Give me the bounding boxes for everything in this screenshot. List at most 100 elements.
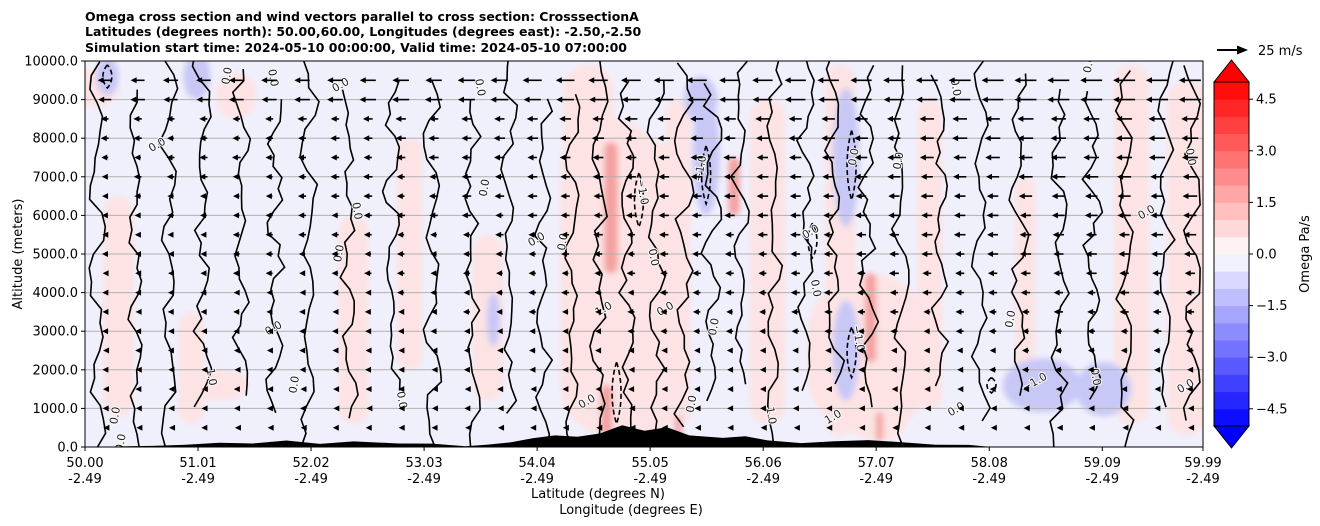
wind-vector-head (725, 270, 732, 277)
wind-vector-head (889, 251, 896, 257)
wind-vector-head (496, 328, 503, 335)
wind-vector-head (1055, 386, 1062, 393)
wind-vector-head (562, 386, 569, 393)
wind-vector-head (201, 366, 208, 373)
wind-vector-head (495, 289, 502, 296)
negative-omega-region (96, 61, 119, 96)
contour-label: 0.0 (265, 68, 281, 87)
wind-vector-head (627, 289, 634, 296)
wind-vector-arrow (595, 366, 602, 373)
wind-vector-arrow (785, 96, 806, 103)
wind-vector-head (135, 270, 142, 277)
colorbar-level-band (1214, 133, 1249, 152)
wind-vector-head (1150, 231, 1157, 238)
wind-vector-arrow (888, 231, 900, 238)
wind-vector-arrow (1152, 270, 1162, 277)
wind-vector-head (428, 135, 435, 142)
wind-vector-arrow (233, 386, 240, 393)
colorbar-level-band (1214, 185, 1249, 203)
wind-vector-arrow (1019, 212, 1031, 219)
wind-vector-arrow (595, 308, 602, 315)
wind-vector-arrow (658, 193, 669, 200)
wind-vector-head (398, 366, 405, 373)
wind-vector-arrow (102, 386, 109, 393)
wind-vector-arrow (789, 173, 802, 180)
wind-vector-arrow (1178, 96, 1201, 103)
wind-vector-head (595, 328, 602, 335)
wind-vector-arrow (855, 193, 867, 200)
wind-vector-head (1117, 212, 1124, 219)
wind-vector-head (265, 154, 272, 161)
wind-vector-head (528, 289, 535, 296)
wind-vector-head (561, 270, 568, 277)
wind-vector-arrow (922, 289, 932, 296)
wind-vector-head (784, 77, 791, 84)
wind-vector-head (919, 135, 926, 142)
wind-vector-head (298, 231, 305, 238)
wind-vector-head (102, 193, 109, 200)
wind-vector-arrow (854, 173, 868, 180)
wind-vector-head (430, 289, 437, 296)
wind-vector-head (891, 386, 898, 393)
wind-vector-arrow (1185, 289, 1195, 296)
wind-vector-arrow (102, 270, 109, 277)
wind-vector-head (103, 424, 110, 431)
wind-vector-head (166, 173, 173, 180)
wind-vector-head (1148, 135, 1155, 142)
wind-vector-arrow (232, 231, 240, 238)
wind-vector-head (166, 115, 173, 122)
wind-vector-head (530, 424, 537, 431)
x-tick-label-latitude: 51.01 (179, 456, 216, 471)
wind-vector-arrow (924, 386, 931, 393)
wind-vector-head (1181, 115, 1188, 122)
wind-vector-head (463, 347, 470, 354)
wind-vector-arrow (856, 270, 866, 277)
wind-vector-arrow (102, 405, 109, 412)
wind-vector-head (1116, 115, 1123, 122)
wind-vector-arrow (327, 77, 343, 84)
wind-vector-head (495, 231, 502, 238)
wind-vector-arrow (396, 193, 405, 200)
wind-vector-arrow (561, 289, 570, 296)
wind-vector-head (134, 193, 141, 200)
wind-vector-arrow (457, 96, 475, 103)
wind-vector-head (987, 231, 994, 238)
wind-vector-arrow (593, 212, 603, 219)
wind-vector-arrow (625, 173, 636, 180)
wind-vector-arrow (858, 366, 865, 373)
wind-vector-arrow (1113, 77, 1136, 84)
wind-vector-head (560, 212, 567, 219)
wind-vector-arrow (627, 289, 635, 296)
wind-vector-arrow (987, 251, 999, 257)
wind-vector-head (1182, 193, 1189, 200)
wind-vector-arrow (989, 386, 996, 393)
wind-vector-arrow (626, 231, 635, 238)
wind-vector-arrow (921, 231, 933, 238)
wind-vector-arrow (1085, 270, 1097, 277)
wind-vector-head (1050, 115, 1057, 122)
wind-vector-head (327, 77, 334, 84)
wind-vector-head (1020, 289, 1027, 296)
wind-vector-head (396, 193, 403, 200)
wind-vector-head (1053, 270, 1060, 277)
wind-vector-head (327, 96, 334, 103)
wind-vector-arrow (857, 308, 865, 315)
wind-vector-arrow (528, 308, 536, 315)
wind-vector-arrow (266, 405, 273, 412)
wind-vector-head (331, 251, 338, 257)
wind-vector-head (822, 193, 829, 200)
wind-vector-head (201, 386, 208, 393)
wind-vector-head (232, 270, 239, 277)
wind-vector-head (1145, 77, 1152, 84)
colorbar-label: Omega Pa/s (1298, 215, 1313, 293)
wind-vector-arrow (365, 347, 372, 354)
wind-vector-arrow (855, 212, 867, 219)
wind-vector-head (719, 96, 726, 103)
wind-vector-head (228, 96, 235, 103)
wind-vector-head (97, 77, 104, 84)
x-tick-label-latitude: 59.09 (1084, 456, 1121, 471)
wind-vector-head (691, 212, 698, 219)
wind-vector-arrow (1051, 193, 1065, 200)
contour-label: 0.0 (891, 151, 907, 170)
wind-vector-head (988, 308, 995, 315)
